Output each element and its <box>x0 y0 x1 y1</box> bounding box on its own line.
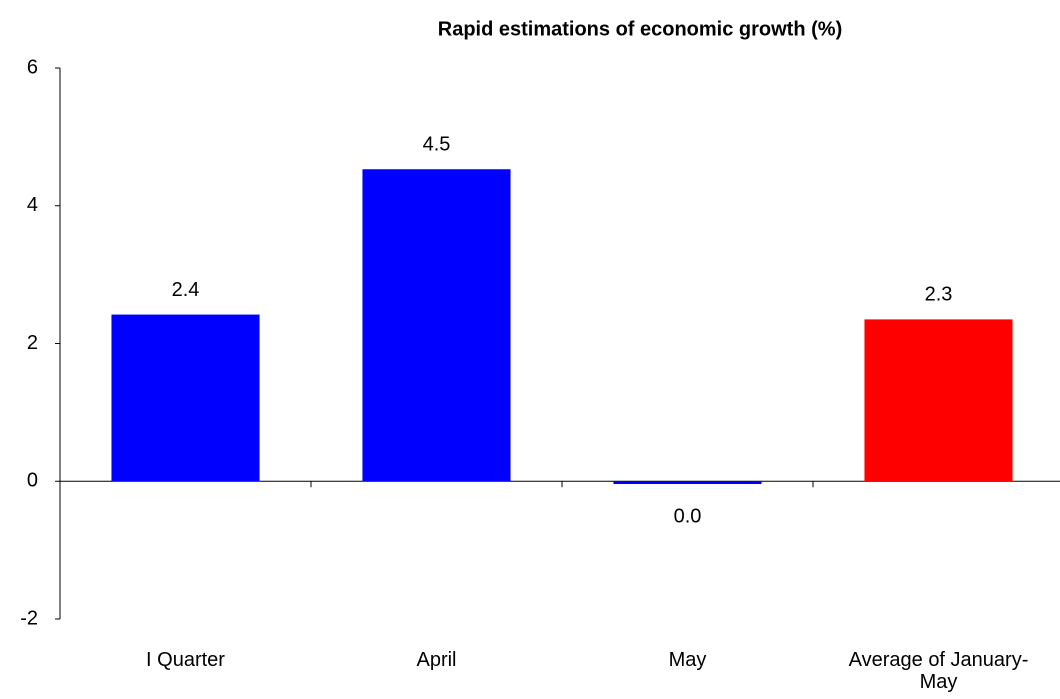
y-tick-label: 6 <box>27 56 38 78</box>
value-label: 4.5 <box>423 134 451 156</box>
x-tick-label: April <box>416 649 457 671</box>
x-tick-label: May <box>668 649 707 671</box>
x-tick-label: I Quarter <box>146 649 225 671</box>
x-tick-label: Average of January-May <box>848 649 1029 693</box>
y-tick-label: 0 <box>27 470 38 492</box>
chart-title: Rapid estimations of economic growth (%) <box>438 18 842 40</box>
bar <box>362 169 511 482</box>
y-tick-label: 2 <box>27 332 38 354</box>
value-label: 2.4 <box>172 279 200 301</box>
y-tick-label: 4 <box>27 194 38 216</box>
bar <box>111 314 260 482</box>
bar <box>613 481 762 485</box>
value-label: 2.3 <box>925 284 953 306</box>
bar <box>864 319 1013 482</box>
value-label: 0.0 <box>674 506 702 528</box>
y-tick-label: -2 <box>20 607 38 629</box>
